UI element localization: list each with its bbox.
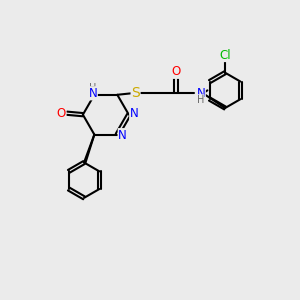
Text: N: N bbox=[88, 87, 97, 100]
Text: N: N bbox=[196, 87, 205, 100]
Text: N: N bbox=[130, 107, 139, 120]
Text: N: N bbox=[118, 129, 127, 142]
Text: Cl: Cl bbox=[220, 49, 232, 62]
Text: H: H bbox=[89, 83, 97, 93]
Text: O: O bbox=[57, 107, 66, 120]
Text: O: O bbox=[171, 65, 181, 78]
Text: H: H bbox=[196, 95, 204, 105]
Text: S: S bbox=[131, 86, 140, 100]
